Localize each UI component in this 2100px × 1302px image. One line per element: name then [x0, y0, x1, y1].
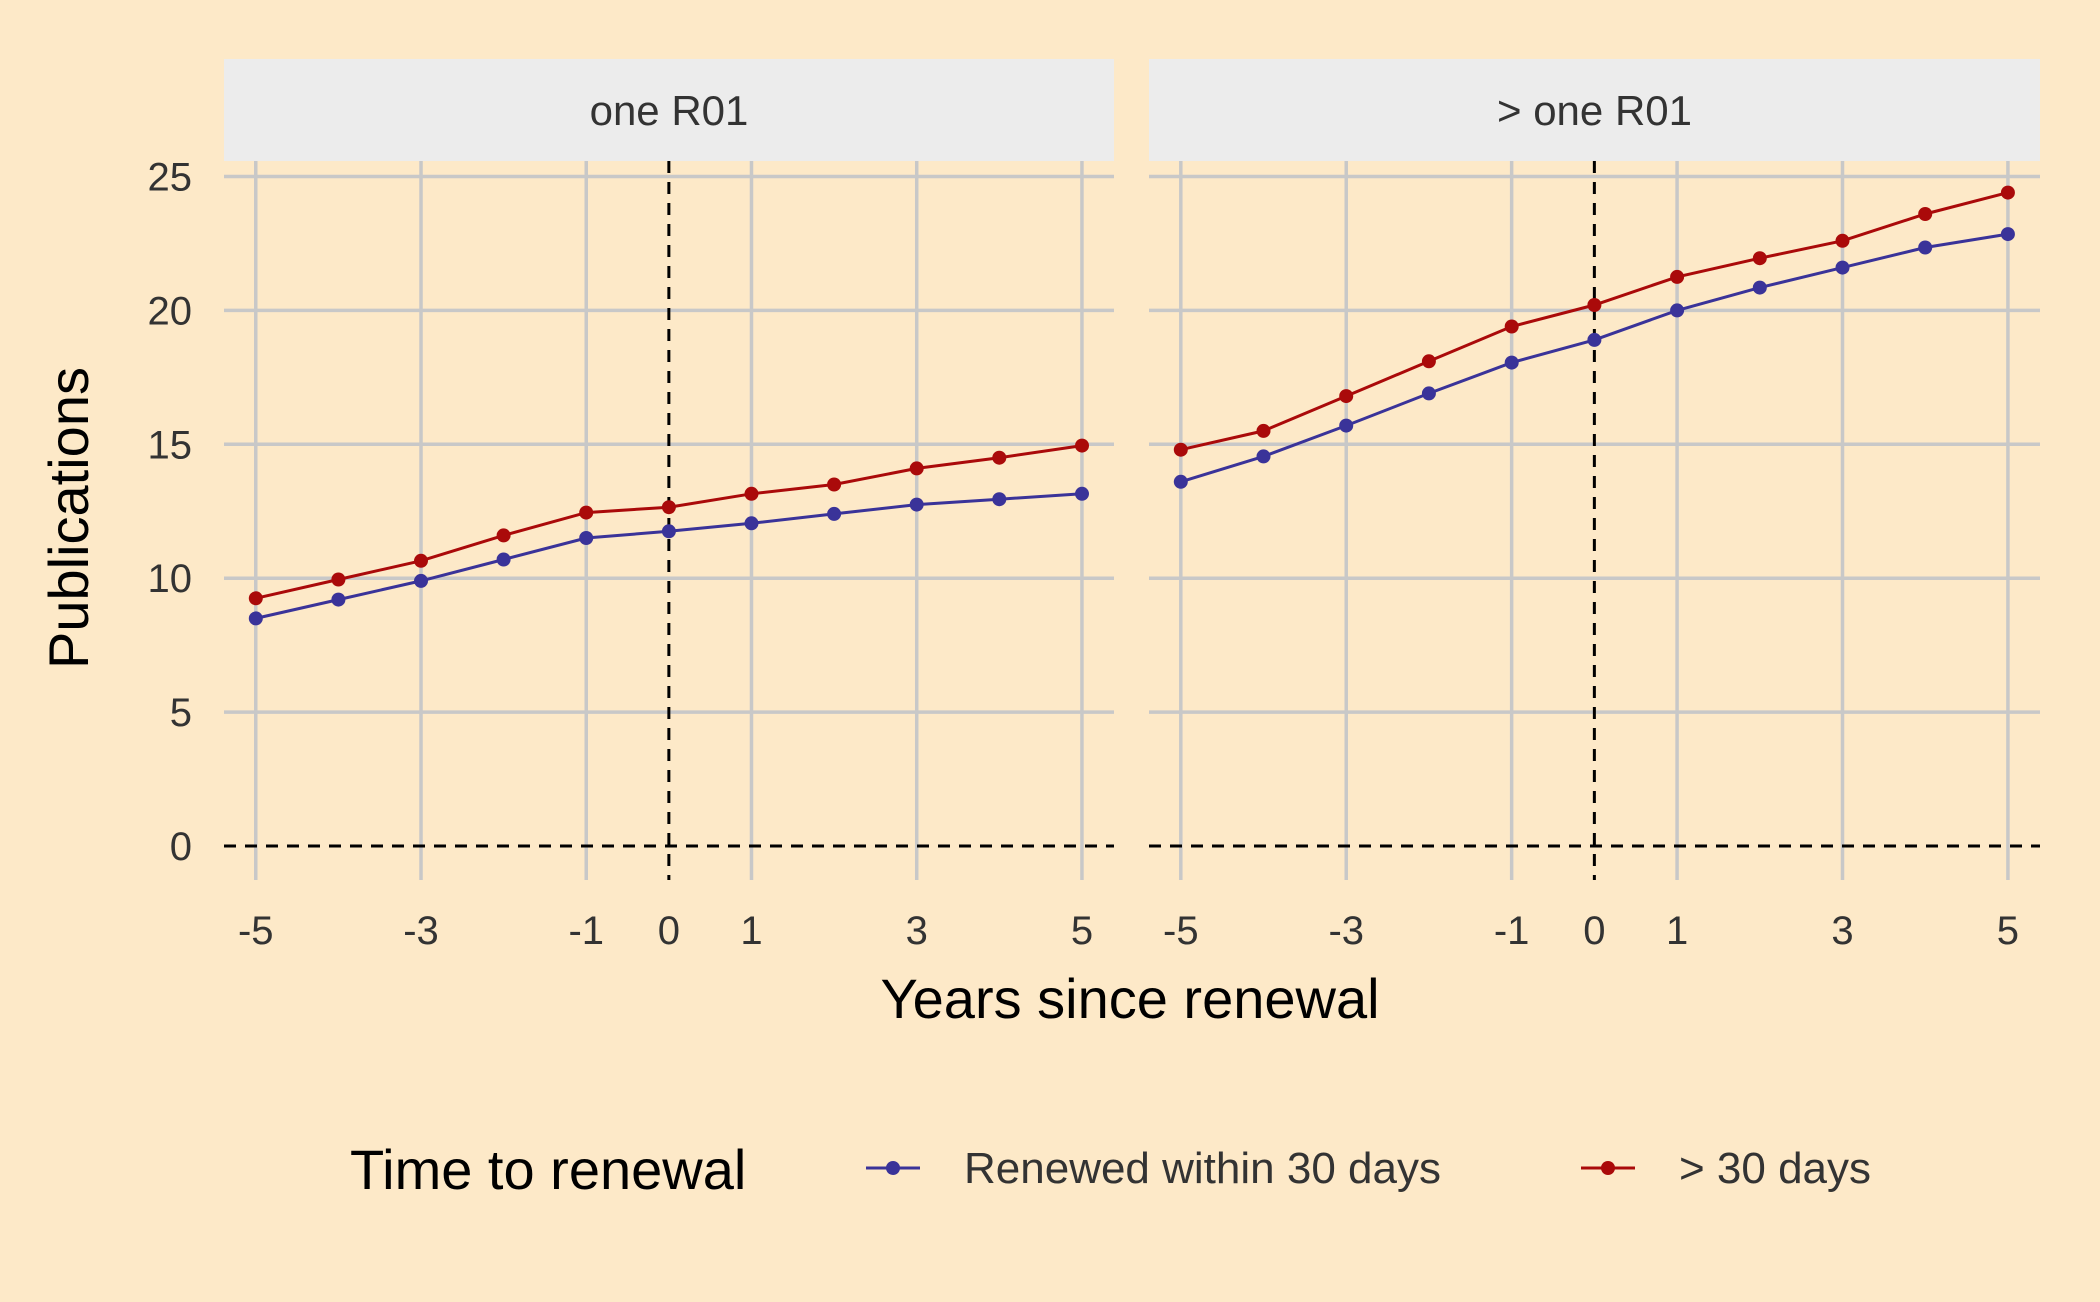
data-point	[579, 531, 594, 545]
data-point	[1256, 449, 1271, 464]
data-point	[661, 524, 676, 539]
data-point	[661, 500, 676, 515]
y-axis-title: Publications	[37, 367, 100, 669]
x-tick-label: -5	[238, 909, 274, 953]
y-tick-label: 10	[148, 557, 193, 601]
facet-strip-label: one R01	[590, 87, 749, 134]
data-point	[1835, 260, 1850, 275]
x-axis-title: Years since renewal	[880, 967, 1379, 1030]
series-over-30-days	[248, 438, 1089, 606]
legend-key-point	[886, 1161, 900, 1175]
data-point	[1075, 438, 1089, 453]
x-tick-label: 0	[658, 909, 680, 953]
x-tick-label: -3	[403, 909, 439, 953]
data-point	[1075, 486, 1089, 501]
data-point	[579, 505, 594, 520]
legend-title: Time to renewal	[350, 1138, 746, 1201]
facet-strip-label: > one R01	[1497, 87, 1692, 134]
data-point	[1835, 233, 1850, 248]
data-point	[1256, 423, 1271, 438]
x-tick-label: 3	[1831, 909, 1853, 953]
y-tick-label: 0	[170, 825, 192, 869]
data-point	[1587, 332, 1602, 347]
data-point	[331, 572, 346, 587]
series-over-30-days	[1173, 185, 2015, 457]
data-point	[1421, 386, 1436, 401]
legend-label: > 30 days	[1679, 1144, 1871, 1193]
x-tick-label: -5	[1163, 909, 1199, 953]
x-tick-label: -1	[1494, 909, 1530, 953]
x-tick-label: 0	[1583, 909, 1605, 953]
data-point	[992, 492, 1007, 507]
data-point	[1504, 355, 1519, 370]
facet-panel-2: > one R01 -5 -3 -1 0 1 3 5	[1149, 59, 2040, 953]
data-point	[248, 611, 263, 626]
data-point	[1587, 298, 1602, 312]
x-tick-label: 3	[906, 909, 928, 953]
y-tick-label: 15	[148, 423, 193, 467]
series-within-30-days	[248, 486, 1089, 626]
facet-strip	[1149, 59, 2040, 161]
data-point	[1504, 319, 1519, 334]
facet-panel-1: one R01 -5 -3 -1 0 1 3 5	[224, 59, 1114, 953]
legend-key-point	[1601, 1161, 1615, 1175]
x-tick-label: -3	[1328, 909, 1364, 953]
data-point	[414, 573, 428, 588]
legend: Time to renewal Renewed within 30 days > …	[350, 1138, 1871, 1201]
x-tick-label: -1	[568, 909, 604, 953]
data-point	[248, 591, 263, 606]
data-point	[827, 477, 842, 492]
legend-label: Renewed within 30 days	[964, 1144, 1441, 1193]
data-point	[2000, 227, 2015, 242]
data-point	[1752, 280, 1767, 295]
data-point	[331, 592, 346, 607]
data-point	[496, 528, 511, 543]
x-tick-label: 1	[740, 909, 762, 953]
data-point	[1670, 269, 1685, 284]
data-point	[1173, 474, 1188, 489]
facet-panels: one R01 -5 -3 -1 0 1 3 5 > one R01 -5 -3 -1 0 1 3 5 0 5 10…	[148, 59, 2040, 953]
data-point	[1421, 354, 1436, 369]
x-tick-label: 1	[1666, 909, 1688, 953]
data-point	[1918, 207, 1933, 221]
data-point	[992, 450, 1007, 465]
data-point	[909, 461, 924, 476]
data-point	[1918, 240, 1933, 255]
y-tick-label: 20	[148, 289, 193, 333]
data-point	[744, 516, 759, 531]
facet-strip	[224, 59, 1114, 161]
x-tick-label: 5	[1071, 909, 1093, 953]
data-point	[744, 486, 759, 501]
y-tick-label: 5	[170, 691, 192, 735]
data-point	[1670, 303, 1685, 318]
x-tick-label: 5	[1997, 909, 2019, 953]
data-point	[1752, 251, 1767, 266]
data-point	[414, 553, 428, 568]
data-point	[2000, 185, 2015, 200]
data-point	[496, 552, 511, 567]
data-point	[909, 497, 924, 512]
y-tick-label: 25	[148, 156, 193, 200]
data-point	[1173, 442, 1188, 457]
data-point	[1339, 418, 1354, 433]
data-point	[827, 506, 842, 521]
data-point	[1339, 389, 1354, 404]
series-within-30-days	[1173, 227, 2015, 489]
